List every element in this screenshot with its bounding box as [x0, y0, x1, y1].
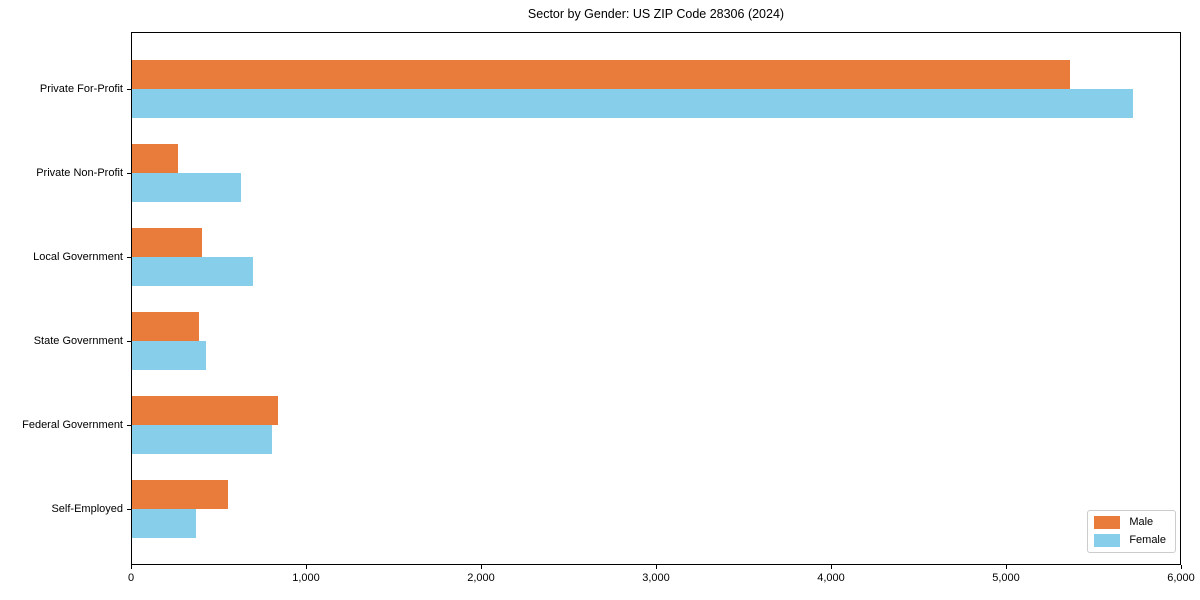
y-axis-label-state-government: State Government	[33, 335, 123, 347]
x-axis-tick-label: 5,000	[992, 572, 1020, 584]
y-axis-label-local-government: Local Government	[33, 251, 123, 263]
x-tick	[306, 565, 307, 569]
bar-female-state-government	[132, 341, 206, 370]
x-axis-tick-label: 1,000	[292, 572, 320, 584]
bar-female-local-government	[132, 257, 253, 286]
x-tick	[656, 565, 657, 569]
plot-area: Male Female	[131, 32, 1181, 565]
bar-male-federal-government	[132, 396, 278, 425]
bar-female-private-non-profit	[132, 173, 241, 202]
legend-label-female: Female	[1129, 534, 1166, 546]
bar-male-private-non-profit	[132, 144, 178, 173]
x-tick	[1181, 565, 1182, 569]
x-tick	[131, 565, 132, 569]
legend-swatch-female	[1094, 534, 1121, 547]
y-axis-label-private-non-profit: Private Non-Profit	[36, 167, 123, 179]
chart-title: Sector by Gender: US ZIP Code 28306 (202…	[527, 7, 785, 21]
y-axis-label-self-employed: Self-Employed	[51, 503, 123, 515]
y-tick	[127, 509, 131, 510]
y-tick	[127, 173, 131, 174]
y-axis-label-private-for-profit: Private For-Profit	[39, 83, 123, 95]
legend-swatch-male	[1094, 516, 1121, 529]
x-axis-tick-label: 3,000	[642, 572, 670, 584]
bar-female-self-employed	[132, 509, 196, 538]
bar-female-federal-government	[132, 425, 272, 454]
y-tick	[127, 425, 131, 426]
x-tick	[1006, 565, 1007, 569]
legend: Male Female	[1087, 510, 1176, 553]
bar-male-self-employed	[132, 480, 228, 509]
bar-female-private-for-profit	[132, 89, 1133, 118]
y-tick	[127, 89, 131, 90]
x-axis-tick-label: 0	[127, 572, 135, 584]
legend-item-male: Male	[1094, 516, 1166, 529]
x-tick	[831, 565, 832, 569]
bar-male-private-for-profit	[132, 60, 1070, 89]
x-axis-tick-label: 6,000	[1167, 572, 1195, 584]
x-axis-tick-label: 4,000	[817, 572, 845, 584]
y-tick	[127, 341, 131, 342]
bar-male-state-government	[132, 312, 199, 341]
x-tick	[481, 565, 482, 569]
legend-item-female: Female	[1094, 534, 1166, 547]
x-axis-tick-label: 2,000	[467, 572, 495, 584]
legend-label-male: Male	[1129, 516, 1154, 528]
y-axis-label-federal-government: Federal Government	[22, 419, 123, 431]
bar-male-local-government	[132, 228, 202, 257]
y-tick	[127, 257, 131, 258]
